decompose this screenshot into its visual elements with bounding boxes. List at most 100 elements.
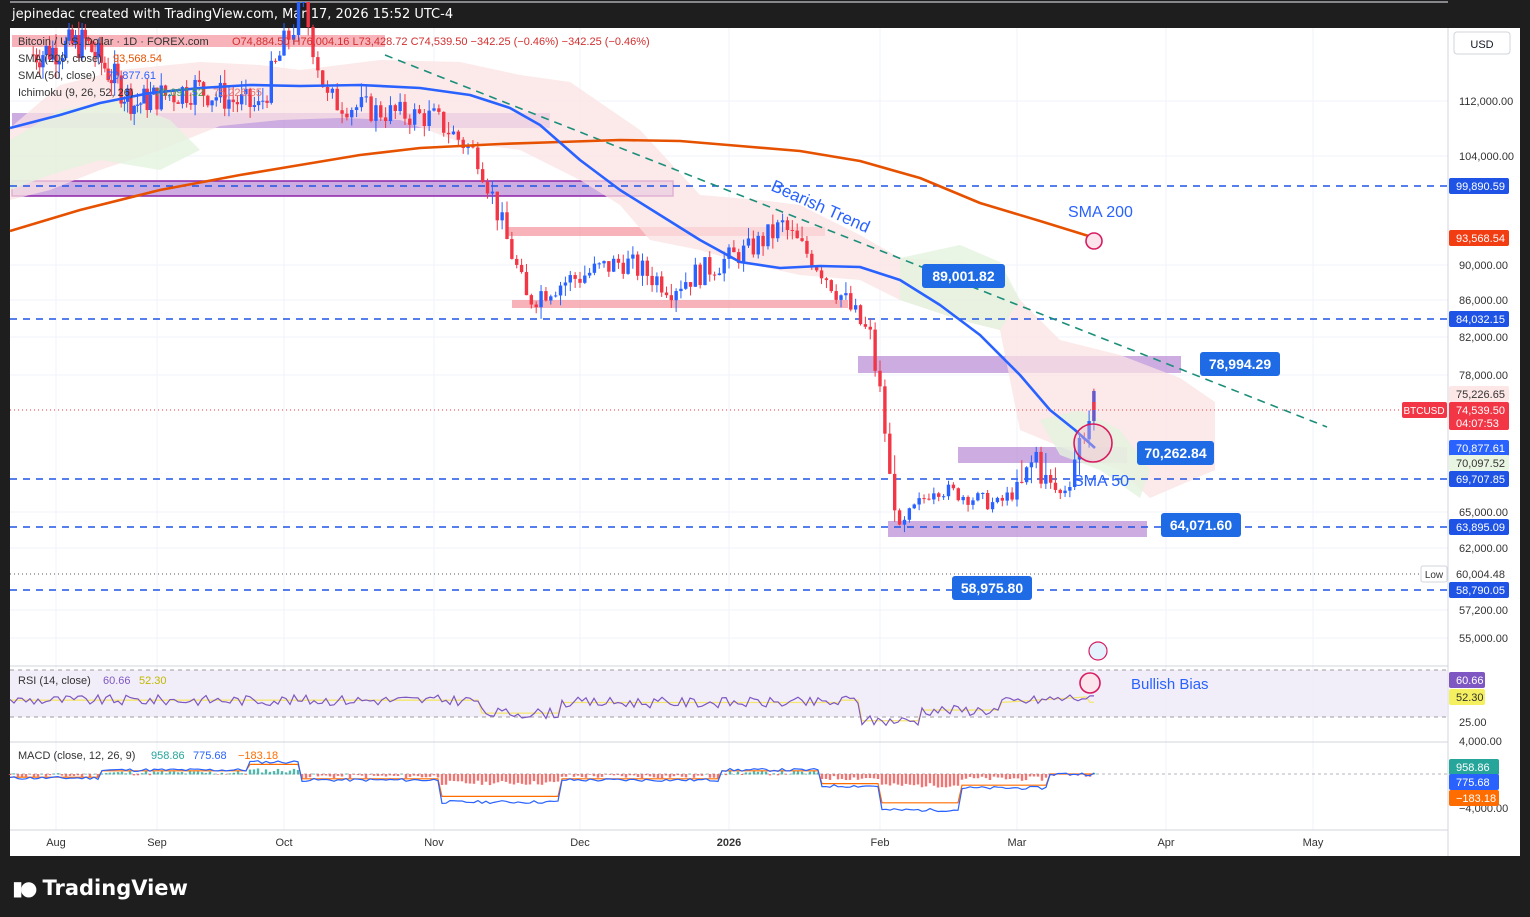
macd-histogram-bar <box>868 774 872 779</box>
macd-histogram-bar <box>740 774 744 776</box>
macd-histogram-bar <box>500 774 504 781</box>
macd-histogram-bar <box>80 774 84 777</box>
macd-histogram-bar <box>196 771 200 775</box>
candle-body <box>86 38 91 41</box>
price-tag <box>1449 519 1509 535</box>
macd-histogram-bar <box>676 774 680 776</box>
candle-body <box>510 239 514 259</box>
macd-histogram-bar <box>572 774 576 777</box>
macd-histogram-bar <box>696 774 700 776</box>
macd-histogram-bar <box>760 770 764 775</box>
candle-body <box>790 229 795 231</box>
candle-body <box>727 247 731 259</box>
macd-histogram-bar <box>108 772 112 775</box>
candle-body <box>732 247 736 253</box>
macd-histogram-bar <box>368 774 372 775</box>
time-label: Dec <box>570 837 590 849</box>
macd-histogram-bar <box>452 774 456 782</box>
macd-histogram-bar <box>524 774 528 785</box>
macd-histogram-bar <box>668 774 672 778</box>
candle-body <box>291 34 296 40</box>
time-axis[interactable]: Aug Sep Oct Nov Dec 2026 Feb Mar Apr May <box>46 837 1324 849</box>
macd-histogram-bar <box>788 773 792 775</box>
macd-histogram-bar <box>744 772 748 775</box>
macd-histogram-bar <box>360 774 364 776</box>
macd-histogram-bar <box>820 774 824 780</box>
candle-body <box>844 293 848 296</box>
macd-histogram-bar <box>952 774 956 786</box>
price-tick: 82,000.00 <box>1459 332 1508 344</box>
macd-histogram-bar <box>1024 774 1028 781</box>
macd-histogram-bar <box>460 774 464 782</box>
candle-body <box>611 258 616 272</box>
candle-body <box>858 305 863 325</box>
macd-histogram-bar <box>584 774 588 778</box>
candle-body <box>897 510 902 525</box>
macd-histogram-bar <box>968 774 972 777</box>
macd-histogram-bar <box>1040 774 1044 781</box>
rsi-pane[interactable]: RSI (14, close) 60.66 52.30 <box>9 669 1448 727</box>
candle-body <box>273 60 278 62</box>
candle-body <box>839 295 843 300</box>
macd-histogram-bar <box>436 774 440 778</box>
macd-histogram-bar <box>284 772 288 775</box>
tradingview-logo[interactable]: ▮● TradingView <box>12 876 188 900</box>
macd-histogram-bar <box>784 774 788 775</box>
macd-histogram-bar <box>704 773 708 775</box>
candle-body <box>766 224 770 247</box>
macd-histogram-bar <box>568 774 572 775</box>
zone-purple <box>11 180 674 197</box>
price-tag-label: 70,877.61 <box>1456 443 1505 455</box>
candle-body <box>863 324 868 327</box>
price-tag <box>1449 386 1509 402</box>
candle-body <box>96 43 101 58</box>
candle-body-last <box>1092 401 1096 410</box>
macd-signal-value: 775.68 <box>193 750 227 762</box>
candle-body <box>956 488 960 501</box>
candle-body <box>408 118 412 125</box>
callout-box <box>922 264 1005 288</box>
price-tag-label: 60,004.48 <box>1456 569 1505 581</box>
macd-histogram-bar <box>600 774 604 777</box>
candle-body <box>189 102 193 105</box>
candle-body <box>278 55 282 61</box>
macd-histogram-bar <box>996 774 1000 778</box>
candle-body <box>995 497 1000 503</box>
price-tag <box>1449 230 1509 246</box>
macd-histogram-bar <box>764 771 768 775</box>
candle-body <box>549 296 553 301</box>
macd-histogram-bar <box>796 771 800 775</box>
macd-histogram-bar <box>156 772 160 775</box>
price-tick: 104,000.00 <box>1459 151 1514 163</box>
macd-histogram-bar <box>544 774 548 783</box>
symbol-label: BTCUSD <box>1403 406 1444 417</box>
macd-histogram-bar <box>840 774 844 779</box>
candle-body <box>73 35 78 44</box>
macd-histogram-bar <box>128 771 132 775</box>
candles[interactable] <box>31 2 1096 533</box>
macd-histogram-bar <box>780 770 784 775</box>
macd-histogram-bar <box>564 774 568 777</box>
macd-histogram-bar <box>116 772 120 775</box>
callout-label: 78,994.29 <box>1209 356 1271 372</box>
candle-body <box>814 267 819 271</box>
candle-body <box>176 102 180 104</box>
candle-body <box>922 498 926 500</box>
candle-body <box>451 131 456 135</box>
price-axis[interactable]: USD 112,000.00 104,000.00 90,000.00 86,000.0… <box>1402 31 1514 815</box>
macd-histogram-bar <box>980 774 984 777</box>
candle-body <box>379 105 383 118</box>
macd-histogram-bar <box>264 769 268 775</box>
callout-box <box>952 576 1032 600</box>
ichimoku-cloud-bullish <box>1040 410 1150 498</box>
macd-pane[interactable]: MACD (close, 12, 26, 9) 958.86 775.68 −183.… <box>8 750 1448 813</box>
macd-tag-label: 775.68 <box>1456 777 1490 789</box>
macd-histogram-bar <box>628 774 632 776</box>
rsi-line <box>9 693 1094 727</box>
candle-body <box>142 88 146 104</box>
candle-body <box>446 132 451 135</box>
candle-body <box>878 370 882 387</box>
legend-symbol: Bitcoin / U.S. Dollar · 1D · FOREX.com <box>18 36 209 48</box>
macd-histogram-bar <box>52 773 56 775</box>
